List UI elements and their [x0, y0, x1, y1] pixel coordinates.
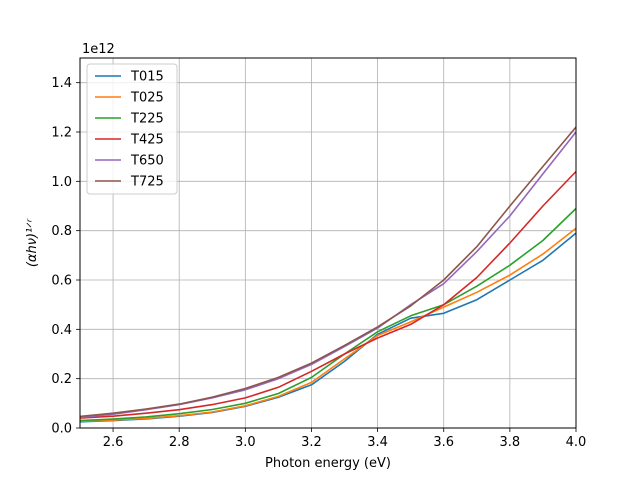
series-line-t725	[79, 126, 577, 418]
y-tick-label: 0.6	[51, 274, 72, 289]
x-axis-ticks: 2.6 2.8 3.0 3.2 3.4 3.6 3.8 4.0	[103, 428, 587, 450]
y-tick-label: 0.8	[51, 224, 72, 239]
legend: T015 T025 T225 T425 T650 T725	[86, 63, 178, 195]
y-tick-label: 0.4	[51, 323, 72, 338]
y-tick-label: 1.2	[51, 126, 72, 141]
x-tick-label: 3.6	[433, 435, 454, 450]
y-tick-label: 1.0	[51, 175, 72, 190]
y-tick-label: 0.2	[51, 372, 72, 387]
x-tick-label: 3.0	[235, 435, 256, 450]
plot-frame	[79, 57, 577, 429]
y-axis-label: (αhν)¹ᐟʳ	[25, 218, 40, 267]
y-tick-label: 1.4	[51, 76, 72, 91]
x-tick-label: 4.0	[566, 435, 587, 450]
y-axis-ticks: 0.0 0.2 0.4 0.6 0.8 1.0 1.2 1.4	[51, 76, 80, 437]
legend-label: T225	[130, 112, 164, 127]
x-tick-label: 2.6	[103, 435, 124, 450]
legend-label: T425	[130, 133, 164, 148]
legend-label: T015	[130, 70, 164, 85]
x-tick-label: 3.4	[367, 435, 388, 450]
series-layer	[79, 126, 577, 423]
x-tick-label: 3.2	[301, 435, 322, 450]
legend-label: T650	[130, 154, 164, 169]
x-axis-label: Photon energy (eV)	[265, 456, 391, 471]
x-tick-label: 2.8	[169, 435, 190, 450]
y-tick-label: 0.0	[51, 422, 72, 437]
series-line-t425	[79, 170, 577, 419]
legend-label: T725	[130, 175, 164, 190]
x-tick-label: 3.8	[500, 435, 521, 450]
legend-label: T025	[130, 91, 164, 106]
legend-entries: T015 T025 T225 T425 T650 T725	[95, 70, 164, 190]
y-axis-offset-text: 1e12	[82, 42, 115, 57]
series-line-t225	[79, 207, 577, 422]
series-line-t025	[79, 227, 577, 423]
